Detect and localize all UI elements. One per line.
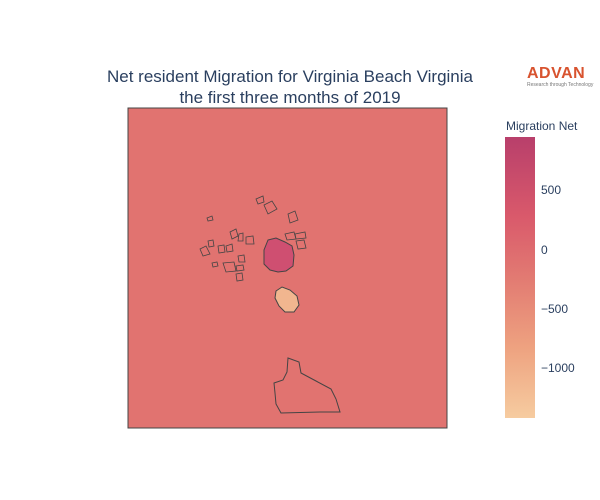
map-region xyxy=(235,272,244,282)
map-region-southern-large xyxy=(273,357,341,414)
map-region xyxy=(207,239,215,248)
map-region xyxy=(237,254,246,263)
chart-title-line-1: Net resident Migration for Virginia Beac… xyxy=(106,67,473,86)
map-region xyxy=(217,244,226,254)
map-region xyxy=(199,245,211,257)
map-region xyxy=(295,239,307,250)
map-region xyxy=(235,264,245,272)
map-region xyxy=(206,215,214,222)
colorbar-tick-minus-1000: −1000 xyxy=(541,361,575,375)
colorbar-tick-500: 500 xyxy=(541,183,562,197)
chart-title-line-2: the first three months of 2019 xyxy=(179,88,401,107)
small-regions xyxy=(199,195,307,282)
map-region xyxy=(255,195,265,205)
map-region-south-low xyxy=(274,286,300,313)
map-region xyxy=(287,210,299,224)
map-region-central-high xyxy=(263,237,295,273)
map-region xyxy=(225,243,234,253)
advan-logo: ADVAN Research through Technology xyxy=(527,65,597,89)
map-region xyxy=(263,200,278,215)
colorbar-tick-0: 0 xyxy=(541,243,548,257)
map-region xyxy=(229,228,239,240)
colorbar-title: Migration Net xyxy=(506,119,578,133)
map-region xyxy=(294,231,307,240)
map-region xyxy=(211,261,219,268)
colorbar-tick-minus-500: −500 xyxy=(541,302,569,316)
logo-wordmark: ADVAN xyxy=(527,65,586,82)
map-region xyxy=(237,232,244,242)
map-region xyxy=(245,235,255,245)
colorbar xyxy=(505,137,535,418)
logo-tagline: Research through Technology xyxy=(527,82,594,88)
map-region xyxy=(222,261,237,273)
